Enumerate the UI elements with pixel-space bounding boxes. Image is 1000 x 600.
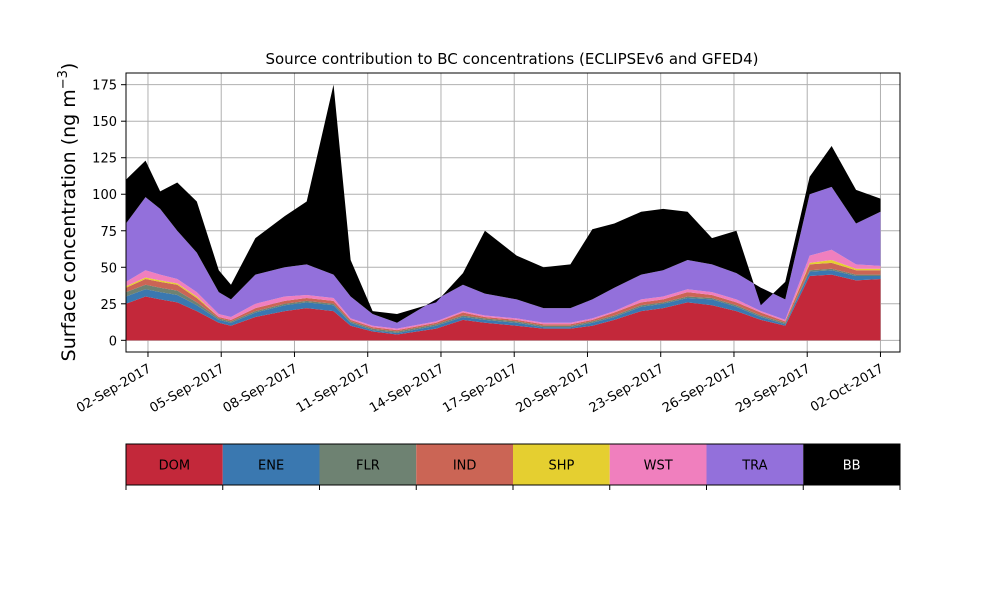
colorbar-label-bb: BB (843, 459, 861, 474)
y-axis-label-text: Surface concentration (ng m (58, 89, 80, 361)
colorbar-label-shp: SHP (548, 459, 574, 474)
x-tick-label: 08-Sep-2017 (221, 361, 301, 416)
y-tick-label: 0 (109, 334, 117, 349)
x-tick-label: 02-Sep-2017 (74, 361, 154, 416)
y-tick-label: 50 (100, 261, 117, 276)
colorbar-swatch-flr (319, 444, 417, 485)
colorbar-swatch-bb (803, 444, 900, 485)
series-area-tra (126, 186, 881, 329)
colorbar-label-ene: ENE (258, 459, 284, 474)
colorbar-swatch-ind (416, 444, 513, 485)
x-tick-label: 20-Sep-2017 (514, 361, 594, 416)
colorbar-swatch-wst (609, 444, 707, 485)
chart-title: Source contribution to BC concentrations… (265, 50, 758, 68)
colorbar-swatch-ene (222, 444, 320, 485)
plot-area: 0 25 50 75 100 125 150 175 02-Sep-201705-Sep-201… (74, 72, 901, 416)
x-tick-label: 14-Sep-2017 (367, 361, 447, 416)
series-area-bb (126, 84, 881, 323)
y-tick-label: 25 (100, 298, 117, 313)
x-tick-label: 05-Sep-2017 (147, 361, 227, 416)
colorbar-swatch-dom (126, 444, 223, 485)
y-axis-label: Surface concentration (ng m−3) (56, 63, 80, 362)
x-tick-label: 11-Sep-2017 (294, 361, 374, 416)
y-tick-label: 150 (92, 115, 117, 130)
colorbar-label-flr: FLR (356, 459, 380, 474)
colorbar-swatch-tra (706, 444, 804, 485)
y-tick-label: 75 (100, 225, 117, 240)
colorbar-label-ind: IND (453, 459, 477, 474)
y-axis-label-close: ) (58, 63, 80, 70)
axes-frame (125, 72, 901, 353)
colorbar-label-dom: DOM (159, 459, 190, 474)
colorbar-legend: DOM ENE FLR IND SHP WST TRA BB (125, 443, 901, 490)
colorbar-label-tra: TRA (741, 459, 767, 474)
y-axis-label-superscript: −3 (56, 70, 71, 89)
series-area-flr (126, 268, 881, 334)
series-area-ene (126, 270, 881, 335)
y-tick-label: 175 (92, 79, 117, 94)
y-tick-label: 125 (92, 152, 117, 167)
series-area-dom (126, 274, 881, 341)
x-tick-label: 29-Sep-2017 (733, 361, 813, 416)
x-tick-label: 26-Sep-2017 (660, 361, 740, 416)
y-tick-label: 100 (92, 188, 117, 203)
x-tick-label: 17-Sep-2017 (440, 361, 520, 416)
x-tick-label: 23-Sep-2017 (587, 361, 667, 416)
colorbar-swatch-shp (513, 444, 610, 485)
x-tick-label: 02-Oct-2017 (808, 361, 886, 415)
colorbar-label-wst: WST (644, 459, 673, 474)
